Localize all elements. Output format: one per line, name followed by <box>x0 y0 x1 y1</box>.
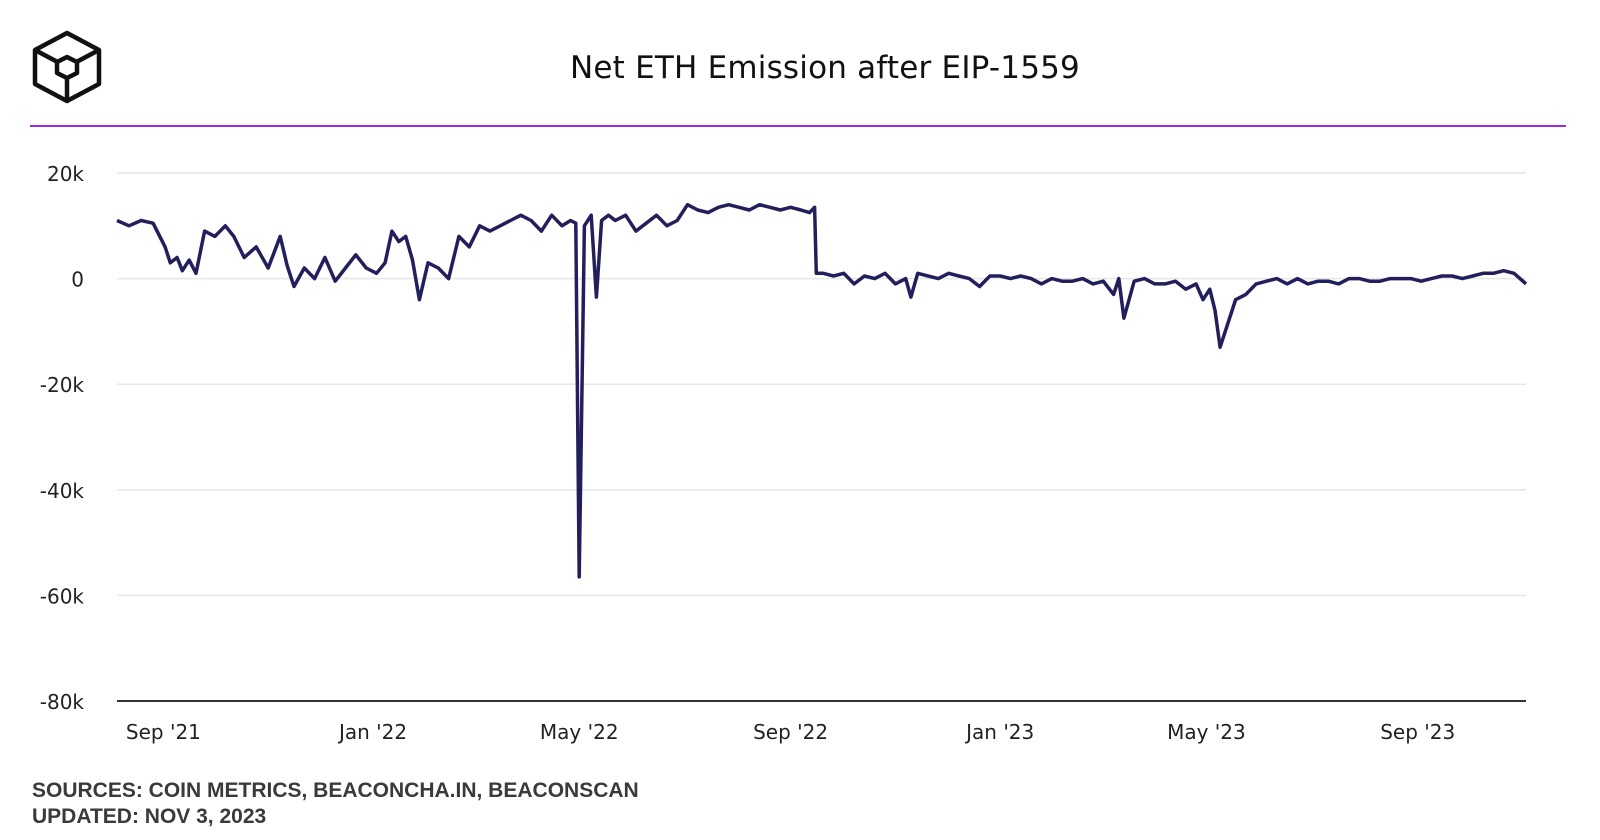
grid-lines <box>117 172 1526 597</box>
x-axis-ticks: Sep '21 Jan '22 May '22 Sep '22 Jan '23 May '… <box>126 720 1455 744</box>
y-tick-label: -60k <box>40 584 85 608</box>
chart-area: 20k 0 -20k -40k -60k -80k Sep '21 Jan '22 May '… <box>0 140 1600 760</box>
sources-note: SOURCES: COIN METRICS, BEACONCHA.IN, BEA… <box>32 779 639 802</box>
y-tick-label: -80k <box>40 690 85 714</box>
y-tick-label: 20k <box>47 162 84 186</box>
net-eth-emission-line <box>116 202 1528 579</box>
y-axis-ticks: 20k 0 -20k -40k -60k -80k <box>40 162 85 714</box>
y-tick-label: -20k <box>40 373 85 397</box>
cube-logo-icon <box>32 30 102 104</box>
x-tick-label: Jan '22 <box>337 720 407 744</box>
x-tick-label: Sep '23 <box>1380 720 1455 744</box>
x-tick-label: May '22 <box>540 720 619 744</box>
accent-divider <box>30 125 1566 127</box>
x-tick-label: May '23 <box>1167 720 1246 744</box>
x-tick-label: Sep '21 <box>126 720 201 744</box>
y-tick-label: -40k <box>40 479 85 503</box>
chart-title: Net ETH Emission after EIP-1559 <box>570 50 1080 86</box>
y-tick-label: 0 <box>71 268 84 292</box>
brand-logo <box>32 30 102 104</box>
x-tick-label: Sep '22 <box>753 720 828 744</box>
updated-note: UPDATED: NOV 3, 2023 <box>32 805 267 828</box>
line-chart: 20k 0 -20k -40k -60k -80k Sep '21 Jan '22 May '… <box>40 162 1528 744</box>
x-tick-label: Jan '23 <box>964 720 1034 744</box>
